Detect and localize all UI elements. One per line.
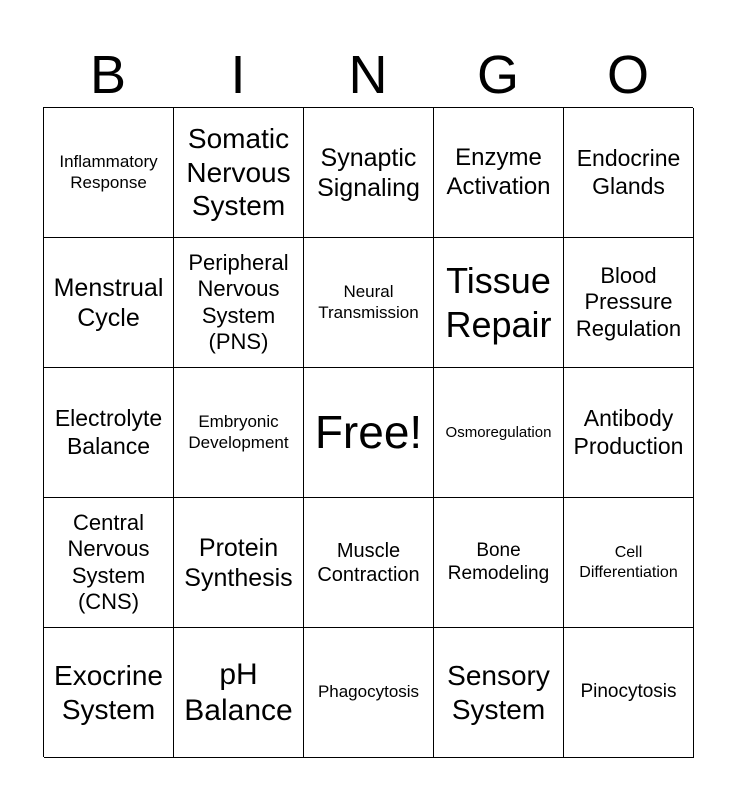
bingo-cell[interactable]: Phagocytosis: [304, 628, 434, 758]
header-letter-i: I: [230, 45, 246, 105]
bingo-cell[interactable]: Peripheral Nervous System (PNS): [174, 238, 304, 368]
bingo-cell[interactable]: Menstrual Cycle: [44, 238, 174, 368]
bingo-cell[interactable]: Protein Synthesis: [174, 498, 304, 628]
bingo-cell[interactable]: Pinocytosis: [564, 628, 694, 758]
bingo-cell[interactable]: Neural Transmission: [304, 238, 434, 368]
bingo-cell[interactable]: Bone Remodeling: [434, 498, 564, 628]
bingo-grid: Inflammatory Response Somatic Nervous Sys…: [43, 107, 694, 758]
bingo-cell[interactable]: Inflammatory Response: [44, 108, 174, 238]
bingo-cell[interactable]: Central Nervous System (CNS): [44, 498, 174, 628]
header-letter-g: G: [476, 45, 519, 105]
bingo-cell[interactable]: Enzyme Activation: [434, 108, 564, 238]
bingo-cell[interactable]: Exocrine System: [44, 628, 174, 758]
bingo-cell[interactable]: Synaptic Signaling: [304, 108, 434, 238]
bingo-cell[interactable]: Cell Differentiation: [564, 498, 694, 628]
bingo-cell[interactable]: Endocrine Glands: [564, 108, 694, 238]
bingo-cell[interactable]: Osmoregulation: [434, 368, 564, 498]
bingo-cell[interactable]: Electrolyte Balance: [44, 368, 174, 498]
bingo-cell[interactable]: Embryonic Development: [174, 368, 304, 498]
bingo-cell[interactable]: Somatic Nervous System: [174, 108, 304, 238]
bingo-cell[interactable]: Sensory System: [434, 628, 564, 758]
free-space-cell[interactable]: Free!: [304, 368, 434, 498]
bingo-cell[interactable]: Blood Pressure Regulation: [564, 238, 694, 368]
header-letter-o: O: [606, 45, 649, 105]
header-letter-b: B: [89, 45, 127, 105]
bingo-cell[interactable]: Muscle Contraction: [304, 498, 434, 628]
bingo-cell[interactable]: Antibody Production: [564, 368, 694, 498]
bingo-header: B I N G O: [43, 40, 693, 110]
bingo-cell[interactable]: Tissue Repair: [434, 238, 564, 368]
bingo-cell[interactable]: pH Balance: [174, 628, 304, 758]
header-letter-n: N: [348, 45, 388, 105]
